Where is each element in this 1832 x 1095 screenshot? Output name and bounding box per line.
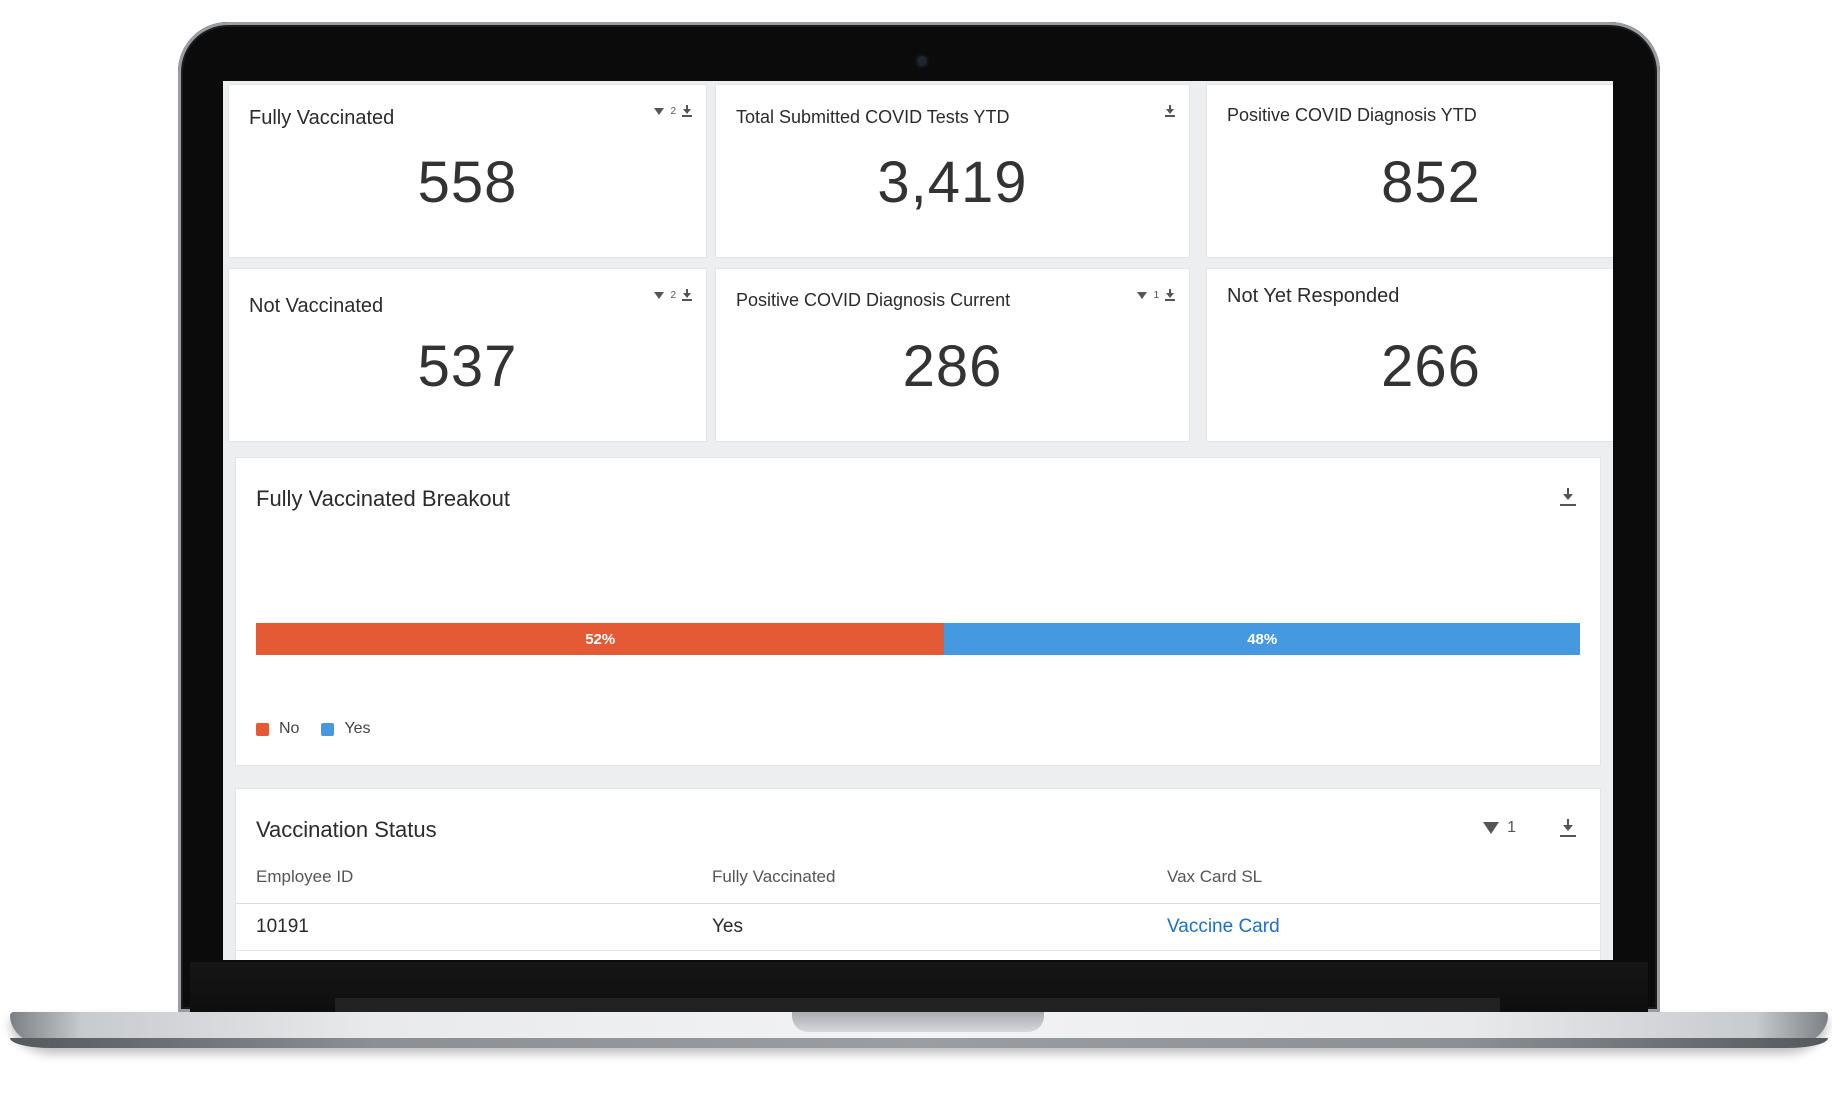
kpi-value: 558 — [417, 150, 518, 215]
legend-item-yes[interactable]: Yes — [321, 720, 371, 738]
kpi-title: Total Submitted COVID Tests YTD — [736, 107, 1010, 127]
legend-item-no[interactable]: No — [256, 720, 299, 738]
kpi-tools: 2 — [654, 105, 692, 117]
column-header-employee-id[interactable]: Employee ID — [256, 867, 354, 886]
breakout-card: Fully Vaccinated Breakout 52% 48% No Yes — [235, 457, 1601, 766]
legend-swatch — [256, 722, 269, 736]
kpi-tools: 2 — [654, 289, 692, 301]
download-button[interactable] — [1560, 488, 1576, 511]
kpi-card-positive-current: Positive COVID Diagnosis Current 1 286 — [715, 268, 1190, 442]
kpi-value: 3,419 — [877, 150, 1028, 215]
kpi-title: Not Vaccinated — [249, 295, 384, 317]
filter-icon[interactable] — [1137, 291, 1148, 299]
download-icon[interactable] — [1560, 819, 1576, 837]
download-icon[interactable] — [682, 289, 692, 301]
legend-swatch — [321, 722, 335, 736]
vaccine-card-link[interactable]: Vaccine Card — [1167, 916, 1280, 937]
filter-icon[interactable] — [654, 291, 665, 299]
kpi-value: 266 — [1381, 334, 1481, 399]
kpi-title: Positive COVID Diagnosis YTD — [1227, 105, 1477, 125]
vaccination-status-title: Vaccination Status — [256, 817, 437, 842]
chart-legend: No Yes — [256, 720, 371, 738]
kpi-title: Fully Vaccinated — [249, 107, 395, 129]
kpi-tools: 1 — [1137, 289, 1175, 301]
download-icon[interactable] — [1165, 289, 1175, 301]
kpi-value: 852 — [1381, 150, 1481, 215]
filter-icon[interactable] — [654, 107, 665, 115]
column-header-vax-card[interactable]: Vax Card SL — [1167, 867, 1263, 886]
dashboard-screen: Fully Vaccinated 2 558 Total Submitted C… — [223, 81, 1613, 960]
bar-segment-label: 52% — [585, 630, 616, 648]
filter-count: 2 — [670, 289, 676, 301]
kpi-card-total-tests: Total Submitted COVID Tests YTD 3,419 — [715, 84, 1190, 258]
kpi-title: Positive COVID Diagnosis Current — [736, 290, 1011, 310]
vaccination-status-card: Vaccination Status 1 Employee ID Fully V… — [235, 788, 1601, 960]
kpi-card-not-responded: Not Yet Responded 266 — [1206, 268, 1613, 442]
bar-segment-label: 48% — [1247, 630, 1278, 648]
kpi-card-fully-vaccinated: Fully Vaccinated 2 558 — [228, 84, 707, 258]
kpi-tools — [1165, 105, 1175, 117]
kpi-card-positive-ytd: Positive COVID Diagnosis YTD 852 — [1206, 84, 1613, 258]
bar-segment-yes[interactable]: 48% — [944, 623, 1580, 655]
bar-segment-no[interactable]: 52% — [256, 623, 945, 655]
kpi-title: Not Yet Responded — [1227, 285, 1400, 307]
filter-count: 1 — [1153, 289, 1159, 301]
kpi-card-not-vaccinated: Not Vaccinated 2 537 — [228, 268, 707, 442]
webcam-icon — [917, 56, 927, 66]
laptop-notch — [792, 1012, 1044, 1032]
filter-count: 1 — [1507, 819, 1516, 836]
cell-employee-id: 10191 — [256, 916, 309, 937]
filter-button[interactable]: 1 — [1483, 819, 1516, 837]
stacked-bar: 52% 48% — [256, 623, 1580, 655]
download-icon[interactable] — [682, 105, 692, 117]
laptop-hinge — [335, 998, 1500, 1012]
column-header-fully-vaccinated[interactable]: Fully Vaccinated — [712, 867, 836, 886]
kpi-value: 286 — [902, 334, 1003, 399]
filter-count: 2 — [670, 105, 676, 117]
filter-icon — [1483, 822, 1500, 834]
legend-label: Yes — [344, 720, 371, 737]
table-header: Employee ID Fully Vaccinated Vax Card SL — [236, 867, 1600, 904]
download-icon[interactable] — [1560, 488, 1576, 506]
cell-fully-vaccinated: Yes — [712, 916, 743, 937]
breakout-title: Fully Vaccinated Breakout — [256, 486, 510, 511]
download-button[interactable] — [1560, 819, 1576, 842]
download-icon[interactable] — [1165, 105, 1175, 117]
kpi-value: 537 — [417, 334, 518, 399]
table-row: 10191 Yes Vaccine Card — [236, 904, 1600, 951]
legend-label: No — [279, 720, 300, 737]
